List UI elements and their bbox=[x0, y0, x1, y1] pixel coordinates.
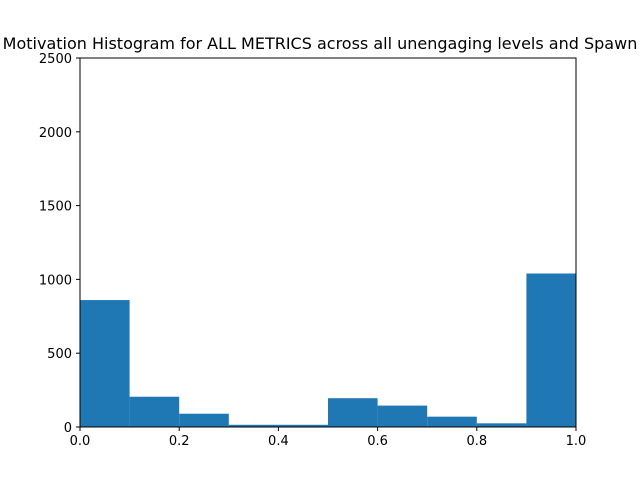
x-tick-label: 0.0 bbox=[70, 434, 91, 449]
histogram-bar bbox=[526, 273, 576, 427]
y-tick-label: 2000 bbox=[39, 126, 72, 141]
histogram-bar bbox=[80, 300, 130, 427]
x-tick-label: 0.4 bbox=[268, 434, 289, 449]
y-tick-label: 1500 bbox=[39, 200, 72, 215]
x-tick-label: 0.8 bbox=[466, 434, 487, 449]
plot-frame bbox=[79, 57, 577, 428]
x-tick-label: 0.2 bbox=[169, 434, 190, 449]
histogram-bar bbox=[328, 398, 378, 427]
y-tick-label: 1000 bbox=[39, 273, 72, 288]
x-axis: 0.0 0.2 0.4 0.6 0.8 1.0 bbox=[70, 427, 587, 449]
y-tick-label: 500 bbox=[47, 347, 72, 362]
histogram-bar bbox=[427, 416, 477, 427]
histogram-bar bbox=[278, 424, 328, 427]
histogram-bar bbox=[228, 424, 279, 427]
y-tick-label: 0 bbox=[64, 421, 72, 436]
x-tick-label: 1.0 bbox=[566, 434, 587, 449]
chart-title: Motivation Histogram for ALL METRICS acr… bbox=[3, 34, 638, 53]
x-tick-label: 0.6 bbox=[367, 434, 388, 449]
y-tick-label: 2500 bbox=[39, 52, 72, 67]
histogram-bar bbox=[377, 405, 428, 427]
histogram-bar bbox=[179, 413, 229, 427]
bars-group bbox=[80, 273, 576, 427]
histogram-bar bbox=[476, 423, 527, 427]
y-axis: 0 500 1000 1500 2000 2500 bbox=[39, 52, 80, 436]
histogram-bar bbox=[129, 396, 180, 427]
